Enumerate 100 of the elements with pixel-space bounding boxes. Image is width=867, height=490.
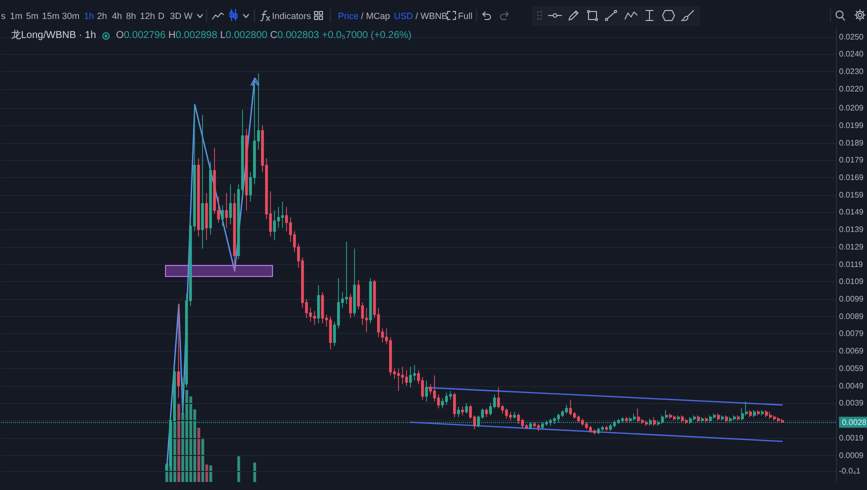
candlestick	[701, 416, 704, 423]
candlestick	[653, 416, 656, 426]
candlestick	[613, 420, 616, 428]
candlestick	[545, 420, 548, 426]
candlestick	[761, 410, 764, 416]
candlestick	[685, 418, 688, 424]
candlestick	[709, 414, 712, 423]
text: 3D	[170, 11, 182, 21]
text: 12h	[140, 11, 156, 21]
candlestick	[645, 420, 648, 426]
candlestick	[197, 158, 200, 237]
candlestick	[409, 366, 412, 388]
candlestick	[693, 414, 696, 421]
text: s	[1, 11, 6, 21]
y-tick-label: 0.0119	[839, 260, 864, 269]
candlestick	[529, 422, 532, 430]
y-tick-label: 0.0250	[839, 32, 864, 42]
y-tick-label: 0.0139	[839, 225, 864, 234]
text: D	[158, 11, 164, 21]
candlestick	[505, 408, 508, 420]
y-tick-label: -0.0₄1	[839, 466, 862, 476]
candlestick	[465, 402, 468, 414]
candlestick	[329, 316, 332, 350]
text: 4h	[112, 11, 122, 21]
y-tick-label: 0.0179	[839, 156, 864, 165]
candlestick	[777, 416, 780, 423]
text: Full	[458, 11, 473, 21]
candlestick	[225, 192, 228, 228]
candlestick	[765, 410, 768, 418]
candlestick	[621, 416, 624, 423]
candlestick	[629, 416, 632, 423]
y-tick-label: 0.0149	[839, 208, 864, 217]
candlestick	[453, 392, 456, 418]
y-tick-label: 0.0189	[839, 138, 864, 148]
candlestick	[605, 425, 608, 432]
candlestick	[633, 413, 636, 421]
candlestick	[713, 413, 716, 420]
candlestick	[513, 411, 516, 420]
candlestick	[769, 411, 772, 420]
candlestick	[721, 414, 724, 421]
candlestick	[757, 410, 760, 416]
candlestick	[245, 128, 248, 211]
ref-line-label: 0.0028	[842, 418, 867, 427]
candlestick	[553, 416, 556, 424]
candlestick	[457, 406, 460, 418]
candlestick	[321, 292, 324, 324]
y-tick-label: 0.0109	[839, 277, 864, 286]
candlestick	[589, 425, 592, 434]
candlestick	[201, 114, 204, 250]
candlestick	[541, 422, 544, 430]
candlestick	[601, 425, 604, 432]
candlestick	[637, 408, 640, 423]
text: 5m	[26, 11, 39, 21]
candlestick	[353, 248, 356, 317]
candlestick	[461, 406, 464, 416]
y-tick-label: 0.0209	[839, 104, 864, 113]
text: Price / MCap	[338, 11, 390, 21]
candlestick	[533, 422, 536, 428]
text: Indicators	[272, 11, 312, 21]
candlestick	[509, 411, 512, 421]
y-tick-label: 0.0169	[839, 172, 864, 182]
text: USD / WBNB	[394, 11, 448, 21]
candlestick	[581, 418, 584, 426]
text: 2h	[97, 11, 108, 21]
candlestick	[725, 414, 728, 423]
candlestick	[317, 284, 320, 324]
candlestick	[609, 424, 612, 432]
candlestick	[649, 418, 652, 426]
text: W	[184, 11, 192, 21]
text: 8h	[126, 11, 136, 21]
candlestick	[205, 192, 208, 240]
candlestick	[705, 416, 708, 423]
y-tick-label: 0.0049	[839, 381, 864, 390]
candlestick	[697, 414, 700, 423]
candlestick	[677, 414, 680, 421]
text: 15m	[42, 11, 60, 21]
candlestick	[221, 204, 224, 226]
candlestick	[485, 408, 488, 418]
candlestick	[673, 414, 676, 421]
candlestick	[233, 192, 236, 272]
y-tick-label: 0.0009	[839, 450, 864, 460]
candlestick	[781, 418, 784, 423]
candlestick	[313, 310, 316, 326]
y-tick-label: 0.0159	[839, 190, 864, 200]
text: 30m	[62, 11, 80, 21]
candlestick	[681, 414, 684, 423]
candlestick	[729, 416, 732, 423]
candlestick	[349, 293, 352, 319]
y-tick-label: 0.0089	[839, 312, 864, 321]
candlestick	[177, 304, 180, 398]
candlestick	[749, 410, 752, 418]
candlestick	[445, 392, 448, 406]
y-tick-label: 0.0069	[839, 346, 864, 356]
candlestick	[557, 413, 560, 423]
candlestick	[577, 414, 580, 423]
y-tick-label: 0.0099	[839, 294, 864, 304]
candlestick	[537, 424, 540, 432]
candlestick	[405, 370, 408, 386]
candlestick	[397, 368, 400, 392]
candlestick	[229, 184, 232, 225]
